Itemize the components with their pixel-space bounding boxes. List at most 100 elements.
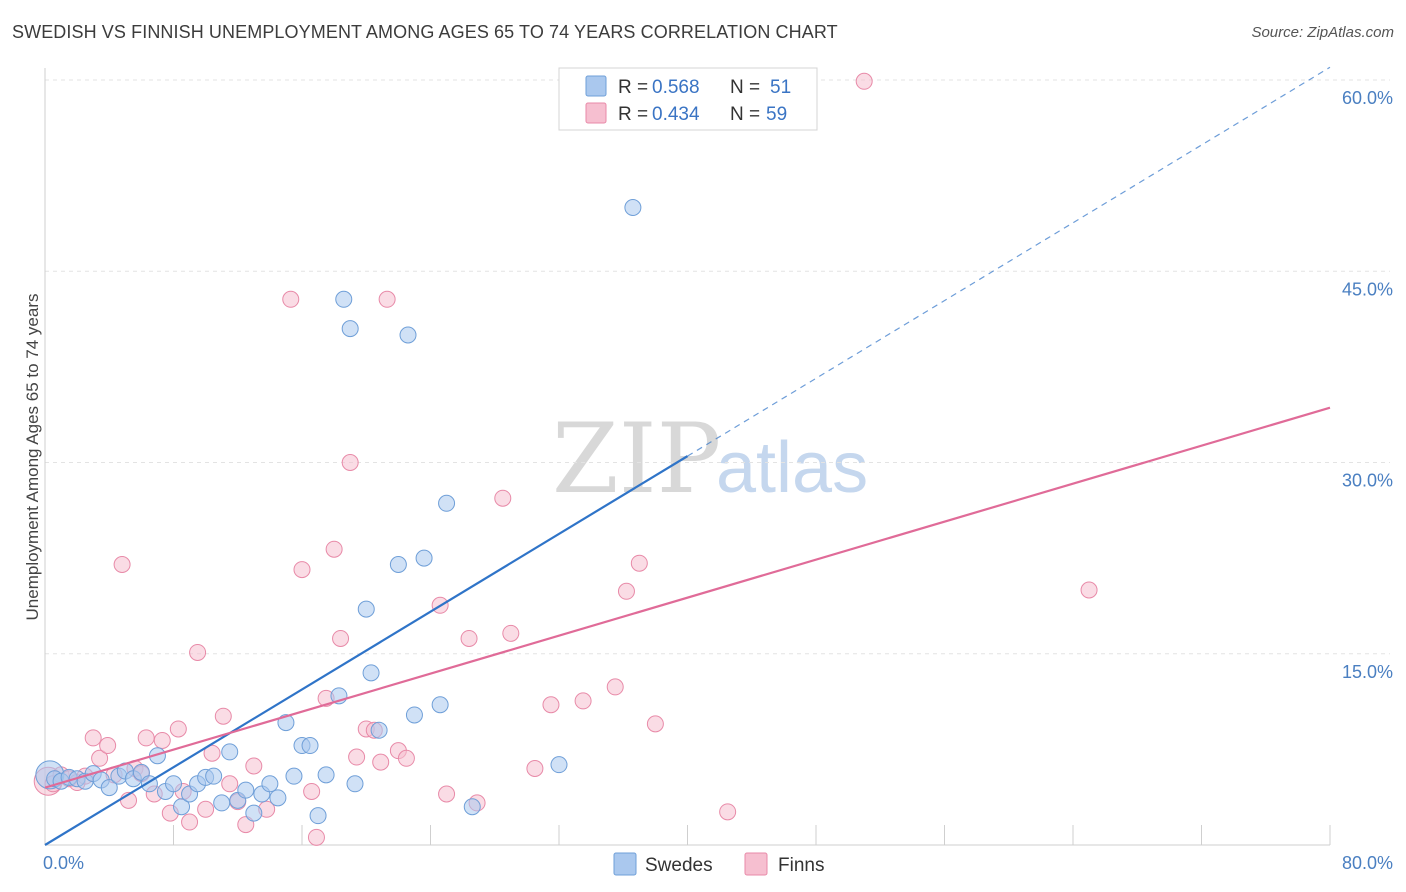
x-tick-label-max: 80.0%: [1342, 853, 1393, 873]
swedes-point: [317, 766, 335, 784]
swedes-point: [438, 494, 456, 512]
y-axis-label: Unemployment Among Ages 65 to 74 years: [23, 294, 42, 621]
legend-swatch-finns: [585, 102, 607, 124]
y-tick-label: 15.0%: [1342, 662, 1393, 682]
swedes-trend-line: [44, 455, 689, 846]
finns-point: [303, 782, 321, 800]
legend-n-value-finns: 59: [766, 104, 787, 125]
y-tick-labels: 15.0% 30.0% 45.0% 60.0%: [1342, 88, 1393, 682]
x-tick-marks: [173, 825, 1331, 845]
swedes-point: [285, 767, 303, 785]
finns-point: [332, 629, 350, 647]
finns-point: [189, 643, 207, 661]
legend-r-value-swedes: 0.568: [652, 77, 700, 98]
finns-point: [245, 757, 263, 775]
swedes-point: [213, 794, 231, 812]
swedes-point: [309, 807, 327, 825]
top-legend: R = 0.568 N = 51 R = 0.434 N = 59: [558, 67, 818, 131]
swedes-point: [205, 767, 223, 785]
swedes-point: [415, 549, 433, 567]
legend-n-label-swedes: N =: [730, 77, 760, 98]
swedes-point: [389, 556, 407, 573]
swedes-point: [335, 290, 353, 308]
finns-point: [282, 290, 300, 308]
finns-point: [460, 629, 478, 647]
finns-point: [203, 744, 221, 762]
finns-point: [574, 692, 592, 710]
finns-point: [646, 715, 664, 733]
chart-source: Source: ZipAtlas.com: [1251, 24, 1394, 41]
swedes-point: [301, 737, 319, 755]
finns-point: [169, 720, 187, 738]
legend-n-label-finns: N =: [730, 104, 760, 125]
swedes-point: [357, 600, 375, 618]
swedes-point: [550, 756, 568, 774]
swedes-points: [35, 199, 642, 825]
swedes-point: [624, 199, 642, 216]
swedes-point: [362, 664, 380, 682]
y-tick-label: 30.0%: [1342, 471, 1393, 491]
finns-point: [494, 489, 512, 507]
trend-lines: [44, 66, 1331, 846]
finns-point: [137, 729, 155, 747]
finns-point: [84, 729, 102, 747]
swedes-point: [100, 779, 118, 797]
bottom-legend-label-swedes: Swedes: [645, 855, 713, 876]
finns-point: [397, 749, 415, 767]
finns-point: [630, 554, 648, 572]
swedes-point: [405, 706, 423, 724]
finns-point: [855, 72, 873, 90]
bottom-legend-swatch-swedes: [613, 852, 637, 876]
finns-point: [526, 760, 544, 777]
swedes-point: [165, 775, 182, 793]
finns-point: [293, 561, 311, 579]
finns-point: [341, 454, 359, 471]
x-tick-label-min: 0.0%: [43, 853, 84, 873]
legend-r-label-finns: R =: [618, 104, 648, 125]
swedes-point: [269, 789, 287, 807]
finns-point: [221, 775, 239, 793]
y-tick-label: 60.0%: [1342, 88, 1393, 108]
finns-point: [372, 753, 390, 771]
swedes-point: [245, 804, 263, 822]
finns-point: [542, 696, 560, 714]
chart-title: SWEDISH VS FINNISH UNEMPLOYMENT AMONG AG…: [12, 22, 838, 42]
finns-point: [606, 678, 624, 696]
legend-r-value-finns: 0.434: [652, 104, 700, 125]
swedes-point: [370, 721, 388, 739]
bottom-legend-label-finns: Finns: [778, 855, 824, 876]
swedes-point: [237, 781, 255, 799]
swedes-point: [261, 775, 279, 793]
legend-n-value-swedes: 51: [770, 77, 791, 98]
y-tick-label: 45.0%: [1342, 279, 1393, 299]
finns-point: [197, 800, 215, 818]
swedes-point: [463, 798, 481, 816]
finns-point: [91, 749, 109, 767]
swedes-point: [341, 320, 359, 338]
finns-trend-line: [44, 406, 1331, 789]
finns-point: [99, 737, 117, 755]
watermark-atlas: atlas: [716, 428, 868, 508]
finns-point: [181, 813, 199, 831]
legend-swatch-swedes: [585, 75, 607, 97]
finns-point: [153, 731, 171, 749]
bottom-legend: Swedes Finns: [613, 852, 824, 876]
finns-point: [214, 707, 232, 725]
legend-r-label-swedes: R =: [618, 77, 648, 98]
finns-point: [719, 803, 737, 821]
swedes-point: [173, 798, 191, 816]
finns-point: [1080, 581, 1098, 599]
swedes-trend-extension: [687, 66, 1331, 457]
finns-point: [348, 748, 366, 766]
bottom-legend-swatch-finns: [744, 852, 768, 876]
finns-point: [502, 624, 520, 642]
finns-point: [378, 290, 396, 308]
swedes-point: [431, 696, 449, 714]
swedes-point: [399, 326, 417, 344]
finns-point: [113, 556, 131, 573]
swedes-point: [346, 775, 364, 793]
grid: [45, 79, 1390, 655]
swedes-point: [221, 743, 239, 761]
finns-point: [617, 582, 635, 600]
